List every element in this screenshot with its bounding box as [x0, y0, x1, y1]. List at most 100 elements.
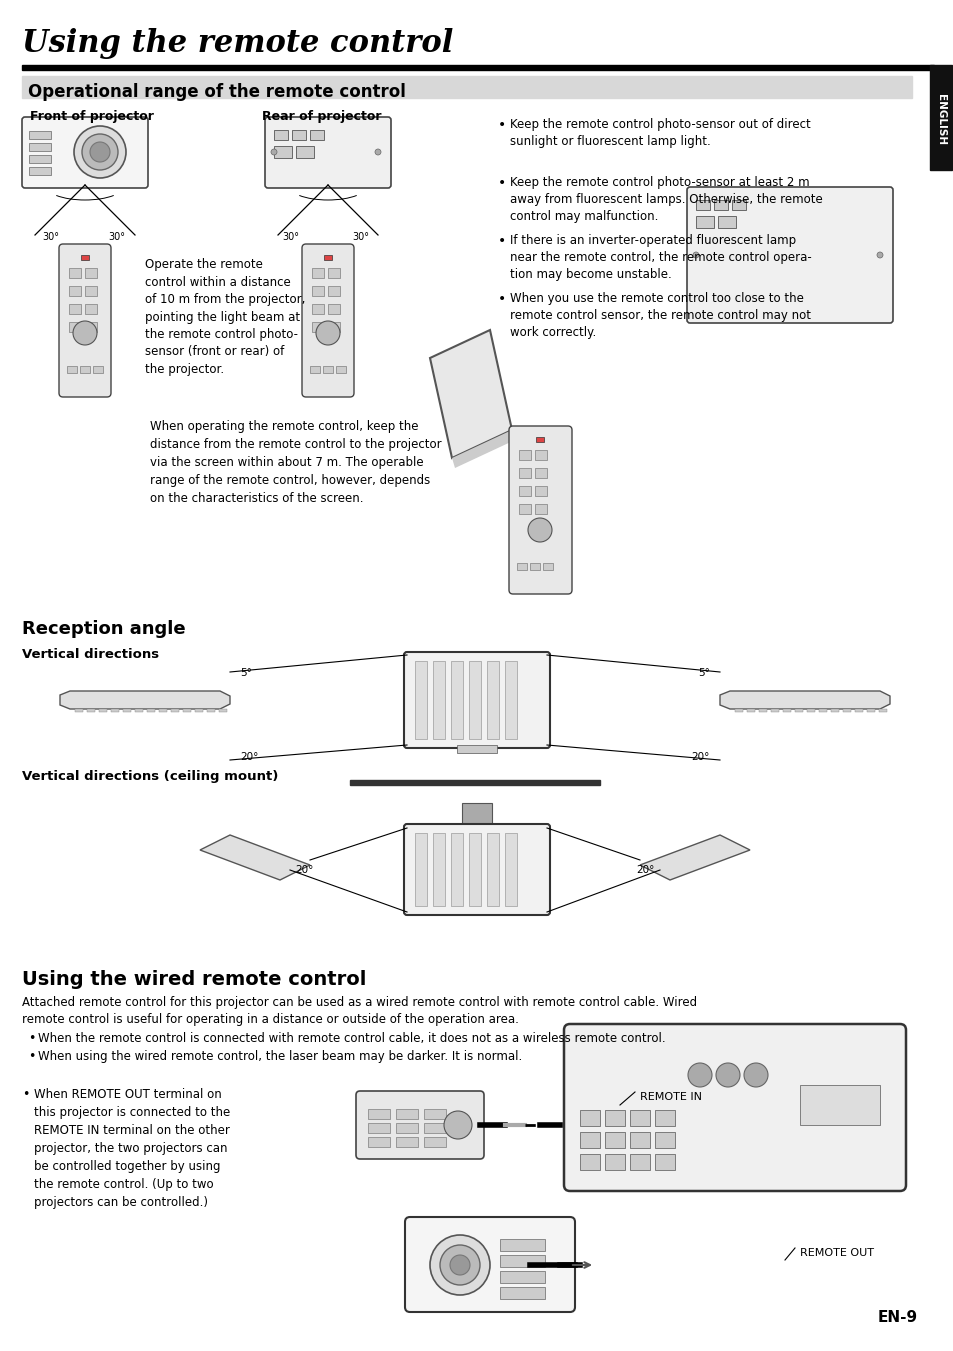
Bar	[85, 322, 97, 332]
Bar	[147, 709, 154, 712]
Bar	[655, 1154, 675, 1170]
Bar	[312, 286, 324, 296]
Bar	[423, 1123, 446, 1133]
Bar	[518, 486, 531, 496]
Text: Keep the remote control photo-sensor out of direct
sunlight or fluorescent lamp : Keep the remote control photo-sensor out…	[510, 118, 810, 149]
FancyBboxPatch shape	[405, 1217, 575, 1312]
Text: 30°: 30°	[282, 232, 298, 242]
Bar	[323, 366, 333, 373]
Text: •: •	[22, 1088, 30, 1101]
Bar	[782, 709, 790, 712]
Bar	[69, 286, 81, 296]
Bar	[517, 563, 526, 570]
Bar	[499, 1255, 544, 1267]
Bar	[451, 661, 462, 739]
Bar	[746, 709, 754, 712]
Circle shape	[716, 1063, 740, 1088]
Bar	[629, 1154, 649, 1170]
Bar	[171, 709, 179, 712]
Bar	[800, 1085, 879, 1125]
Text: Operate the remote
control within a distance
of 10 m from the projector,
pointin: Operate the remote control within a dist…	[145, 258, 305, 376]
Text: When operating the remote control, keep the
distance from the remote control to : When operating the remote control, keep …	[150, 420, 441, 505]
Circle shape	[82, 134, 118, 170]
Bar	[29, 131, 51, 139]
Text: 20°: 20°	[240, 753, 258, 762]
Bar	[75, 709, 83, 712]
Text: •: •	[28, 1050, 35, 1063]
Bar	[604, 1132, 624, 1148]
Circle shape	[271, 149, 276, 155]
Bar	[731, 200, 745, 209]
Bar	[433, 834, 444, 907]
Bar	[85, 286, 97, 296]
Polygon shape	[60, 690, 230, 709]
Bar	[81, 255, 89, 259]
Bar	[328, 304, 339, 313]
Bar	[535, 450, 546, 459]
Bar	[350, 780, 599, 785]
Text: Operational range of the remote control: Operational range of the remote control	[28, 82, 405, 101]
Circle shape	[439, 1246, 479, 1285]
Text: •: •	[497, 176, 505, 190]
Bar	[292, 130, 306, 141]
Bar	[451, 834, 462, 907]
Bar	[85, 267, 97, 278]
Bar	[535, 467, 546, 478]
Bar	[486, 834, 498, 907]
Text: Attached remote control for this projector can be used as a wired remote control: Attached remote control for this project…	[22, 996, 697, 1027]
Bar	[335, 366, 346, 373]
Bar	[135, 709, 143, 712]
FancyBboxPatch shape	[265, 118, 391, 188]
Bar	[194, 709, 203, 712]
Text: •: •	[497, 118, 505, 132]
Circle shape	[90, 142, 110, 162]
FancyBboxPatch shape	[302, 245, 354, 397]
Bar	[530, 563, 539, 570]
Bar	[655, 1132, 675, 1148]
Text: Front of projector: Front of projector	[30, 109, 153, 123]
FancyBboxPatch shape	[509, 426, 572, 594]
FancyBboxPatch shape	[686, 186, 892, 323]
Circle shape	[315, 322, 339, 345]
Circle shape	[375, 149, 380, 155]
Text: Vertical directions (ceiling mount): Vertical directions (ceiling mount)	[22, 770, 278, 784]
Bar	[854, 709, 862, 712]
Circle shape	[527, 517, 552, 542]
Bar	[499, 1271, 544, 1283]
Text: Using the wired remote control: Using the wired remote control	[22, 970, 366, 989]
Bar	[310, 130, 324, 141]
Circle shape	[450, 1255, 470, 1275]
Bar	[310, 366, 319, 373]
Bar	[518, 504, 531, 513]
Text: Rear of projector: Rear of projector	[262, 109, 381, 123]
Bar	[734, 709, 742, 712]
Bar	[69, 322, 81, 332]
Text: 30°: 30°	[108, 232, 125, 242]
Text: 20°: 20°	[636, 865, 655, 875]
Polygon shape	[639, 835, 749, 880]
Bar	[22, 76, 911, 99]
Bar	[542, 563, 553, 570]
Bar	[770, 709, 779, 712]
Circle shape	[73, 322, 97, 345]
Text: If there is an inverter-operated fluorescent lamp
near the remote control, the r: If there is an inverter-operated fluores…	[510, 234, 811, 281]
Text: •: •	[28, 1032, 35, 1046]
Bar	[29, 155, 51, 163]
Bar	[368, 1123, 390, 1133]
Polygon shape	[430, 330, 512, 458]
Text: ENGLISH: ENGLISH	[935, 95, 945, 146]
Bar	[461, 802, 492, 828]
Bar	[219, 709, 227, 712]
Text: Reception angle: Reception angle	[22, 620, 186, 638]
Bar	[456, 744, 497, 753]
Circle shape	[692, 253, 699, 258]
Bar	[830, 709, 838, 712]
Circle shape	[443, 1111, 472, 1139]
Text: Using the remote control: Using the remote control	[22, 28, 453, 59]
Circle shape	[876, 253, 882, 258]
Bar	[29, 168, 51, 176]
Bar	[312, 267, 324, 278]
FancyBboxPatch shape	[22, 118, 148, 188]
Bar	[324, 255, 332, 259]
Bar	[929, 65, 951, 170]
